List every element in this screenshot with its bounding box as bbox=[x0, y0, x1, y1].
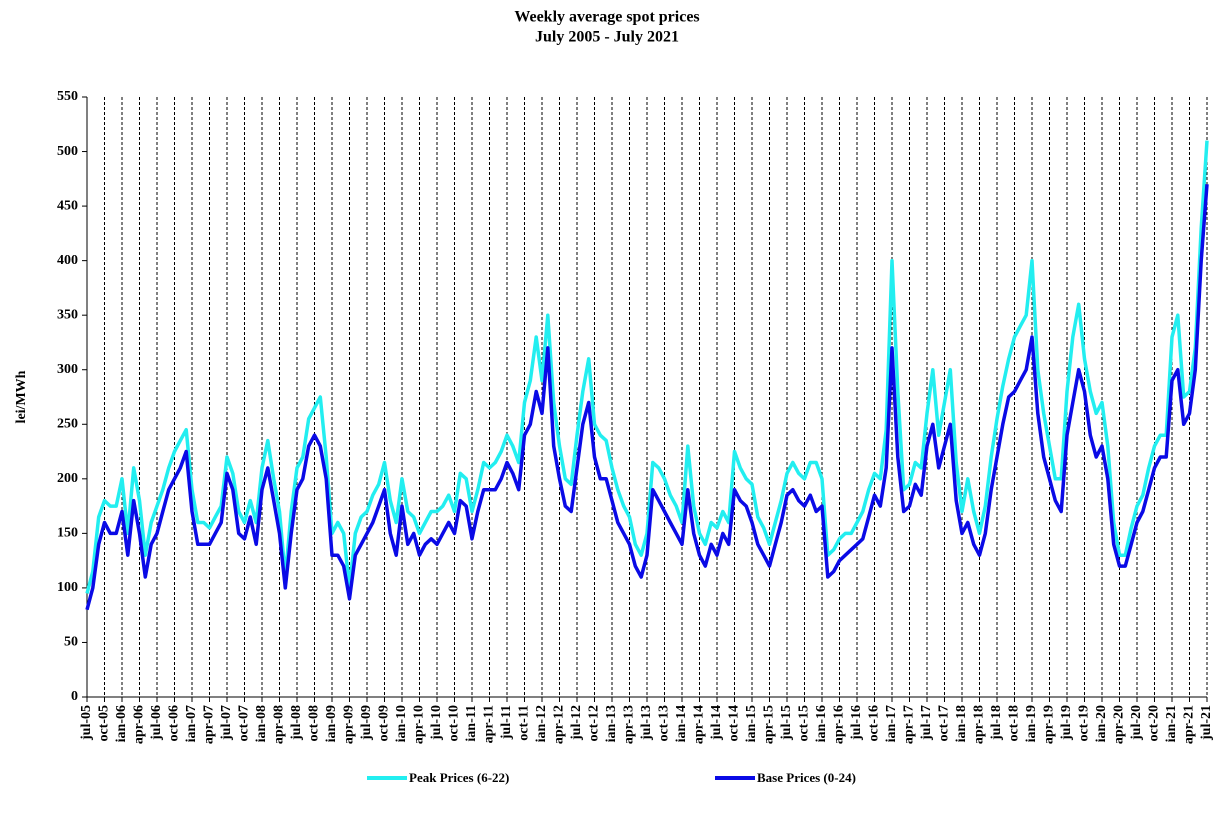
x-tick-label: oct-05 bbox=[97, 705, 112, 742]
x-tick-label: jul-19 bbox=[1059, 705, 1074, 741]
x-tick-label: jul-15 bbox=[779, 705, 794, 741]
y-tick-label: 450 bbox=[57, 198, 78, 213]
chart-subtitle: July 2005 - July 2021 bbox=[535, 29, 679, 46]
x-tick-label: ian-10 bbox=[394, 705, 409, 742]
x-tick-label: apr-16 bbox=[832, 705, 847, 744]
x-tick-label: ian-08 bbox=[254, 705, 269, 742]
x-tick-label: apr-10 bbox=[412, 705, 427, 744]
y-tick-label: 250 bbox=[57, 416, 78, 431]
x-tick-label: jul-05 bbox=[79, 705, 94, 741]
x-tick-label: ian-15 bbox=[744, 705, 759, 742]
y-tick-label: 400 bbox=[57, 253, 78, 268]
x-tick-label: oct-20 bbox=[1147, 705, 1162, 742]
y-tick-label: 550 bbox=[57, 89, 78, 104]
x-tick-label: ian-14 bbox=[674, 705, 689, 742]
y-tick-label: 50 bbox=[64, 635, 78, 650]
x-tick-label: apr-15 bbox=[762, 705, 777, 744]
x-tick-label: ian-18 bbox=[954, 705, 969, 742]
x-tick-label: apr-12 bbox=[552, 705, 567, 744]
x-tick-label: jul-08 bbox=[289, 705, 304, 741]
y-tick-label: 150 bbox=[57, 526, 78, 541]
x-tick-label: apr-20 bbox=[1112, 705, 1127, 744]
x-tick-label: jul-07 bbox=[219, 705, 234, 741]
x-tick-label: jul-06 bbox=[149, 705, 164, 741]
x-tick-label: jul-10 bbox=[429, 705, 444, 741]
y-tick-label: 500 bbox=[57, 144, 78, 159]
x-tick-label: jul-20 bbox=[1129, 705, 1144, 741]
x-tick-label: ian-17 bbox=[884, 705, 899, 742]
y-tick-label: 100 bbox=[57, 580, 78, 595]
x-tick-label: oct-11 bbox=[517, 705, 532, 741]
x-tick-label: jul-16 bbox=[849, 705, 864, 741]
x-tick-label: oct-06 bbox=[167, 705, 182, 742]
series-line bbox=[85, 140, 1209, 594]
x-tick-label: apr-07 bbox=[202, 705, 217, 744]
x-tick-label: ian-20 bbox=[1094, 705, 1109, 742]
x-tick-label: oct-12 bbox=[587, 705, 602, 742]
x-tick-label: apr-14 bbox=[692, 705, 707, 744]
x-tick-label: apr-09 bbox=[342, 705, 357, 744]
legend-label: Base Prices (0-24) bbox=[757, 770, 856, 785]
x-tick-label: oct-16 bbox=[867, 705, 882, 742]
y-tick-label: 0 bbox=[71, 689, 78, 704]
x-tick-label: apr-08 bbox=[272, 705, 287, 744]
x-tick-label: ian-13 bbox=[604, 705, 619, 742]
x-tick-label: oct-09 bbox=[377, 705, 392, 742]
x-tick-label: apr-19 bbox=[1042, 705, 1057, 744]
x-tick-label: oct-15 bbox=[797, 705, 812, 742]
x-tick-label: oct-18 bbox=[1007, 705, 1022, 742]
x-tick-label: oct-19 bbox=[1077, 705, 1092, 742]
x-tick-label: apr-18 bbox=[972, 705, 987, 744]
x-tick-label: oct-07 bbox=[237, 705, 252, 742]
x-tick-label: jul-18 bbox=[989, 705, 1004, 741]
x-tick-label: ian-06 bbox=[114, 705, 129, 742]
x-tick-label: jul-09 bbox=[359, 705, 374, 741]
x-tick-label: oct-10 bbox=[447, 705, 462, 742]
x-tick-label: oct-13 bbox=[657, 705, 672, 742]
x-tick-label: jul-21 bbox=[1199, 705, 1214, 741]
x-tick-label: ian-12 bbox=[534, 705, 549, 742]
y-tick-label: 200 bbox=[57, 471, 78, 486]
y-axis-label: lei/MWh bbox=[14, 370, 29, 423]
chart-title: Weekly average spot prices bbox=[514, 9, 699, 26]
x-tick-label: ian-19 bbox=[1024, 705, 1039, 742]
x-tick-label: apr-17 bbox=[902, 705, 917, 744]
x-tick-label: oct-14 bbox=[727, 705, 742, 742]
series-line bbox=[85, 184, 1209, 611]
x-tick-label: jul-17 bbox=[919, 705, 934, 741]
x-tick-label: ian-21 bbox=[1164, 705, 1179, 742]
y-tick-label: 350 bbox=[57, 307, 78, 322]
x-tick-label: ian-11 bbox=[464, 705, 479, 742]
x-tick-label: apr-13 bbox=[622, 705, 637, 744]
x-tick-label: apr-21 bbox=[1182, 705, 1197, 744]
legend-label: Peak Prices (6-22) bbox=[409, 770, 509, 785]
x-tick-label: jul-14 bbox=[709, 705, 724, 741]
y-tick-label: 300 bbox=[57, 362, 78, 377]
x-tick-label: oct-08 bbox=[307, 705, 322, 742]
x-tick-label: ian-09 bbox=[324, 705, 339, 742]
x-tick-label: oct-17 bbox=[937, 705, 952, 742]
x-tick-label: apr-11 bbox=[482, 705, 497, 743]
x-tick-label: jul-13 bbox=[639, 705, 654, 741]
x-tick-label: ian-07 bbox=[184, 705, 199, 742]
x-tick-label: ian-16 bbox=[814, 705, 829, 742]
x-tick-label: apr-06 bbox=[132, 705, 147, 744]
x-tick-label: jul-11 bbox=[499, 705, 514, 740]
x-tick-label: jul-12 bbox=[569, 705, 584, 741]
